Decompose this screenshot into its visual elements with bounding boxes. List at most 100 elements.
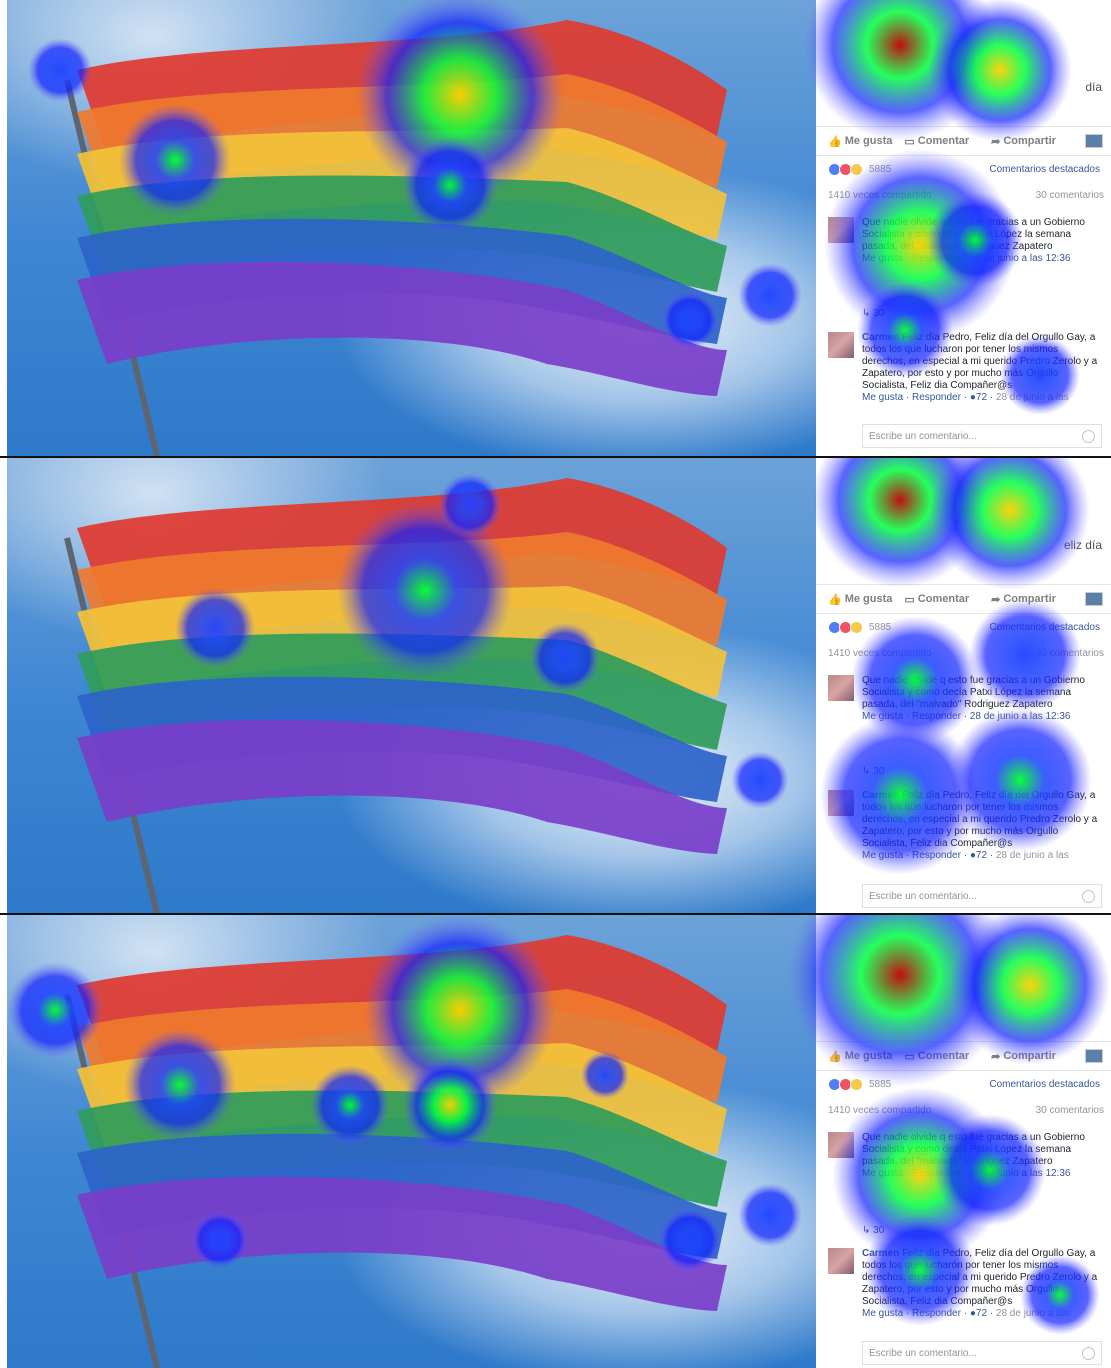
write-comment-input[interactable]: Escribe un comentario...: [862, 884, 1102, 908]
flag-stripe: [77, 1176, 727, 1311]
emoji-icon[interactable]: [1082, 430, 1095, 443]
post-caption: eliz día: [816, 458, 1111, 576]
share-arrow-icon: ➦: [991, 1050, 1001, 1063]
page-avatar-selector[interactable]: [1085, 592, 1103, 606]
post-stats: 1410 veces compartido 30 comentarios: [828, 648, 1104, 659]
caption-text: eliz día: [1063, 538, 1102, 552]
comments-count[interactable]: 30 comentarios: [1035, 1105, 1104, 1116]
write-comment-input[interactable]: Escribe un comentario...: [862, 424, 1102, 448]
heatmap-panel-3: 👍 Me gusta ▭ Comentar ➦ Compartir 5885 Come…: [0, 915, 1111, 1368]
like-count-icon: ●: [969, 392, 976, 403]
post-actions-bar: 👍 Me gusta ▭ Comentar ➦ Compartir: [816, 126, 1111, 156]
post-caption: [816, 915, 1111, 1033]
comment-meta[interactable]: Me gusta · Responder · 28 de junio a las…: [862, 1168, 1071, 1179]
comment-text: Que nadie olvide q esto fue gracias a un…: [862, 217, 1085, 252]
comment-button[interactable]: ▭ Comentar: [904, 135, 970, 148]
facebook-post-sidebar: eliz día 👍 Me gusta ▭ Comentar ➦ Compartir …: [816, 458, 1111, 914]
comment-item: Que nadie olvide q esto fue gracias a un…: [828, 217, 1104, 317]
comment-author[interactable]: Carmen: [862, 790, 900, 801]
emoji-icon[interactable]: [1082, 1347, 1095, 1360]
post-actions-bar: 👍 Me gusta ▭ Comentar ➦ Compartir: [816, 584, 1111, 614]
haha-reaction-icon: [850, 620, 863, 634]
avatar[interactable]: [828, 332, 854, 358]
comment-icon: ▭: [904, 135, 915, 148]
comment-text: Que nadie olvide q esto fue gracias a un…: [862, 675, 1085, 710]
comment-icon: ▭: [904, 593, 915, 606]
flag-stripe: [77, 261, 727, 396]
comment-meta[interactable]: Me gusta · Responder · 28 de junio a las…: [862, 253, 1071, 264]
comment-item: Carmen Feliz día Pedro, Feliz día del Or…: [828, 1248, 1104, 1328]
comment-author[interactable]: Carmen: [862, 332, 900, 343]
thumbs-up-icon: 👍: [828, 1050, 842, 1063]
rainbow-flag-photo: [7, 0, 816, 456]
featured-comments-dropdown[interactable]: Comentarios destacados: [989, 1078, 1100, 1090]
avatar[interactable]: [828, 790, 854, 816]
share-button[interactable]: ➦ Compartir: [991, 593, 1056, 606]
replies-link[interactable]: ↳ 30: [862, 308, 885, 319]
post-stats: 1410 veces compartido 30 comentarios: [828, 190, 1104, 201]
avatar[interactable]: [828, 1248, 854, 1274]
page-avatar-selector[interactable]: [1085, 1049, 1103, 1063]
panel-divider: [0, 456, 1111, 458]
flag-stripe: [77, 719, 727, 854]
like-button[interactable]: 👍 Me gusta: [828, 1050, 893, 1063]
replies-link[interactable]: ↳ 30: [862, 766, 885, 777]
featured-comments-dropdown[interactable]: Comentarios destacados: [989, 163, 1100, 175]
thumbs-up-icon: 👍: [828, 135, 842, 148]
share-arrow-icon: ➦: [991, 135, 1001, 148]
flag-drawing: [64, 20, 727, 456]
reactions-row: 5885 Comentarios destacados: [828, 618, 1100, 636]
reactions-count[interactable]: 5885: [869, 621, 892, 633]
facebook-post-sidebar: 👍 Me gusta ▭ Comentar ➦ Compartir 5885 Come…: [816, 915, 1111, 1368]
flag-drawing: [64, 478, 727, 914]
comment-meta: Me gusta · Responder · ●72 · 28 de junio…: [862, 1308, 1069, 1319]
shares-count[interactable]: 1410 veces compartido: [828, 190, 932, 201]
shares-count[interactable]: 1410 veces compartido: [828, 648, 932, 659]
comment-item: Que nadie olvide q esto fue gracias a un…: [828, 1132, 1104, 1232]
flag-drawing: [64, 935, 727, 1368]
rainbow-flag-photo: [7, 458, 816, 914]
avatar[interactable]: [828, 675, 854, 701]
shares-count[interactable]: 1410 veces compartido: [828, 1105, 932, 1116]
comment-meta: Me gusta · Responder · ●72 · 28 de junio…: [862, 392, 1069, 403]
share-button[interactable]: ➦ Compartir: [991, 1050, 1056, 1063]
page-avatar-selector[interactable]: [1085, 134, 1103, 148]
emoji-icon[interactable]: [1082, 890, 1095, 903]
avatar[interactable]: [828, 217, 854, 243]
reactions-count[interactable]: 5885: [869, 1078, 892, 1090]
rainbow-flag-photo: [7, 915, 816, 1368]
reactions-row: 5885 Comentarios destacados: [828, 160, 1100, 178]
heatmap-panel-1: día 👍 Me gusta ▭ Comentar ➦ Compartir 5885 …: [0, 0, 1111, 456]
comment-item: Que nadie olvide q esto fue gracias a un…: [828, 675, 1104, 775]
comment-button[interactable]: ▭ Comentar: [904, 593, 970, 606]
comment-meta[interactable]: Me gusta · Responder · 28 de junio a las…: [862, 711, 1071, 722]
heatmap-panel-2: eliz día 👍 Me gusta ▭ Comentar ➦ Compartir …: [0, 458, 1111, 914]
comment-meta: Me gusta · Responder · ●72 · 28 de junio…: [862, 850, 1069, 861]
reactions-row: 5885 Comentarios destacados: [828, 1075, 1100, 1093]
like-button[interactable]: 👍 Me gusta: [828, 593, 893, 606]
facebook-post-sidebar: día 👍 Me gusta ▭ Comentar ➦ Compartir 5885 …: [816, 0, 1111, 456]
replies-link[interactable]: ↳ 30: [862, 1225, 885, 1236]
comment-icon: ▭: [904, 1050, 915, 1063]
panel-divider: [0, 913, 1111, 915]
like-button[interactable]: 👍 Me gusta: [828, 135, 893, 148]
post-actions-bar: 👍 Me gusta ▭ Comentar ➦ Compartir: [816, 1041, 1111, 1071]
reactions-count[interactable]: 5885: [869, 163, 892, 175]
comment-item: Carmen Feliz día Pedro, Feliz día del Or…: [828, 332, 1104, 412]
comments-count[interactable]: 30 comentarios: [1035, 648, 1104, 659]
caption-text: día: [1085, 80, 1102, 94]
share-arrow-icon: ➦: [991, 593, 1001, 606]
comments-count[interactable]: 30 comentarios: [1035, 190, 1104, 201]
avatar[interactable]: [828, 1132, 854, 1158]
thumbs-up-icon: 👍: [828, 593, 842, 606]
haha-reaction-icon: [850, 1077, 863, 1091]
featured-comments-dropdown[interactable]: Comentarios destacados: [989, 621, 1100, 633]
post-caption: día: [816, 0, 1111, 118]
haha-reaction-icon: [850, 162, 863, 176]
comment-item: Carmen Feliz día Pedro, Feliz día del Or…: [828, 790, 1104, 870]
write-comment-input[interactable]: Escribe un comentario...: [862, 1341, 1102, 1365]
share-button[interactable]: ➦ Compartir: [991, 135, 1056, 148]
comment-author[interactable]: Carmen: [862, 1248, 900, 1259]
comment-button[interactable]: ▭ Comentar: [904, 1050, 970, 1063]
comment-text: Que nadie olvide q esto fue gracias a un…: [862, 1132, 1085, 1167]
